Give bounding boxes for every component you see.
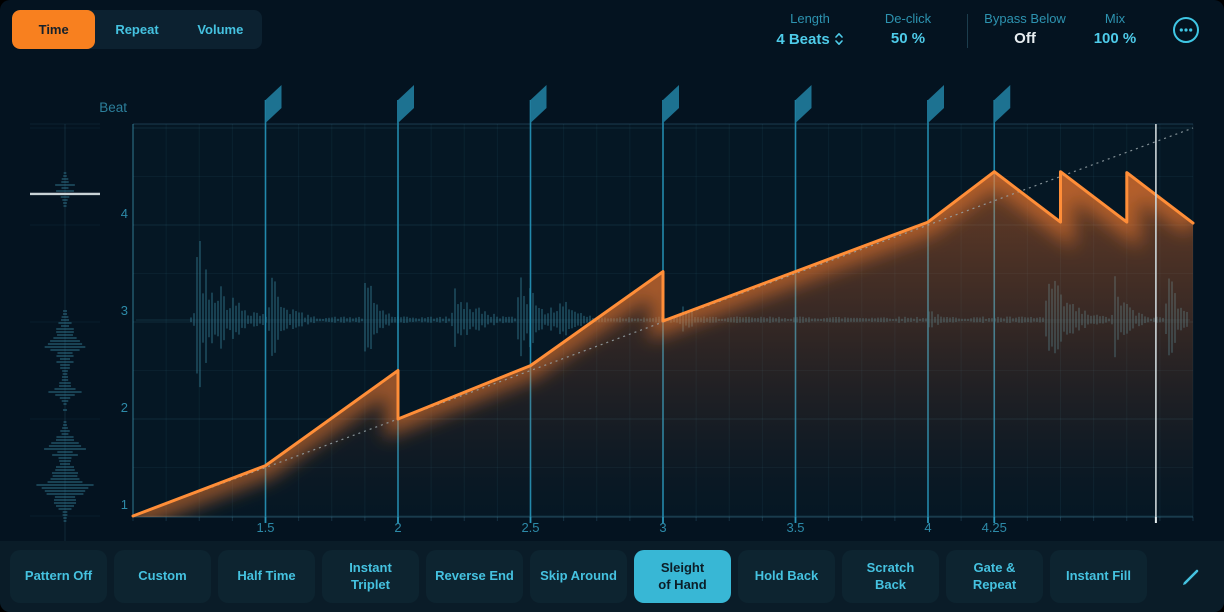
beat-flag-icon[interactable] <box>663 85 679 123</box>
x-tick-label: 2.5 <box>521 520 539 535</box>
y-tick-label: 4 <box>121 206 128 221</box>
axis-labels: Beat 4 3 2 1 1.5 2 2.5 3 3.5 4 4.25 <box>99 100 1007 535</box>
param-declick[interactable]: De-click 50 % <box>862 11 954 47</box>
pattern-button-custom[interactable]: Custom <box>114 550 211 603</box>
x-tick-label: 4 <box>924 520 931 535</box>
length-value[interactable]: 4 Beats <box>776 30 843 48</box>
declick-value[interactable]: 50 % <box>890 30 926 47</box>
x-tick-label: 4.25 <box>982 520 1007 535</box>
pattern-button-gate-repeat[interactable]: Gate & Repeat <box>946 550 1043 603</box>
beat-flag-icon[interactable] <box>928 85 944 123</box>
x-tick-label: 3 <box>659 520 666 535</box>
param-bypass-below[interactable]: Bypass Below Off <box>975 11 1075 47</box>
pattern-button-skip-around[interactable]: Skip Around <box>530 550 627 603</box>
beat-marker[interactable] <box>264 85 282 523</box>
beat-flag-icon[interactable] <box>994 85 1011 123</box>
ellipsis-circle-icon <box>1173 17 1199 43</box>
tab-repeat[interactable]: Repeat <box>95 10 178 49</box>
header-divider <box>967 14 968 48</box>
pattern-button-instant-triplet[interactable]: Instant Triplet <box>322 550 419 603</box>
beat-flag-icon[interactable] <box>265 85 282 123</box>
beat-axis-label: Beat <box>99 100 127 115</box>
x-tick-label: 1.5 <box>256 520 274 535</box>
y-tick-label: 3 <box>121 303 128 318</box>
pattern-bar: Pattern Off Custom Half Time Instant Triple… <box>0 541 1224 612</box>
mix-label: Mix <box>1104 11 1126 26</box>
beat-flag-icon[interactable] <box>530 85 547 123</box>
y-tick-label: 1 <box>121 497 128 512</box>
stepper-chevrons-icon[interactable] <box>834 30 844 48</box>
pattern-editor[interactable]: Beat 4 3 2 1 1.5 2 2.5 3 3.5 4 4.25 <box>0 0 1224 541</box>
pencil-icon <box>1183 569 1199 585</box>
y-tick-label: 2 <box>121 400 128 415</box>
bypass-below-label: Bypass Below <box>984 11 1066 26</box>
more-options-button[interactable] <box>1172 16 1200 44</box>
declick-label: De-click <box>884 11 932 26</box>
bypass-below-value[interactable]: Off <box>1014 30 1036 47</box>
param-length[interactable]: Length 4 Beats <box>760 11 860 48</box>
pattern-edit-button[interactable] <box>1168 550 1214 603</box>
param-mix[interactable]: Mix 100 % <box>1082 11 1148 47</box>
pattern-button-instant-fill[interactable]: Instant Fill <box>1050 550 1147 603</box>
beat-flag-icon[interactable] <box>398 85 414 123</box>
pattern-button-scratch-back[interactable]: Scratch Back <box>842 550 939 603</box>
pattern-buttons: Pattern Off Custom Half Time Instant Triple… <box>10 550 1147 603</box>
mix-value[interactable]: 100 % <box>1093 30 1137 47</box>
pattern-button-reverse-end[interactable]: Reverse End <box>426 550 523 603</box>
pattern-button-half-time[interactable]: Half Time <box>218 550 315 603</box>
view-tabs: Time Repeat Volume <box>12 10 262 49</box>
tab-time[interactable]: Time <box>12 10 96 49</box>
pattern-button-pattern-off[interactable]: Pattern Off <box>10 550 107 603</box>
tab-volume[interactable]: Volume <box>179 10 262 49</box>
length-label: Length <box>790 11 830 26</box>
x-tick-label: 2 <box>394 520 401 535</box>
x-tick-label: 3.5 <box>786 520 804 535</box>
pattern-button-hold-back[interactable]: Hold Back <box>738 550 835 603</box>
pattern-curve[interactable] <box>131 170 1195 518</box>
header: Time Repeat Volume Length 4 Beats De-click… <box>0 0 1224 62</box>
source-audio-strip <box>30 123 100 541</box>
pattern-button-sleight-of-hand[interactable]: Sleight of Hand <box>634 550 731 603</box>
beat-flag-icon[interactable] <box>795 85 812 123</box>
